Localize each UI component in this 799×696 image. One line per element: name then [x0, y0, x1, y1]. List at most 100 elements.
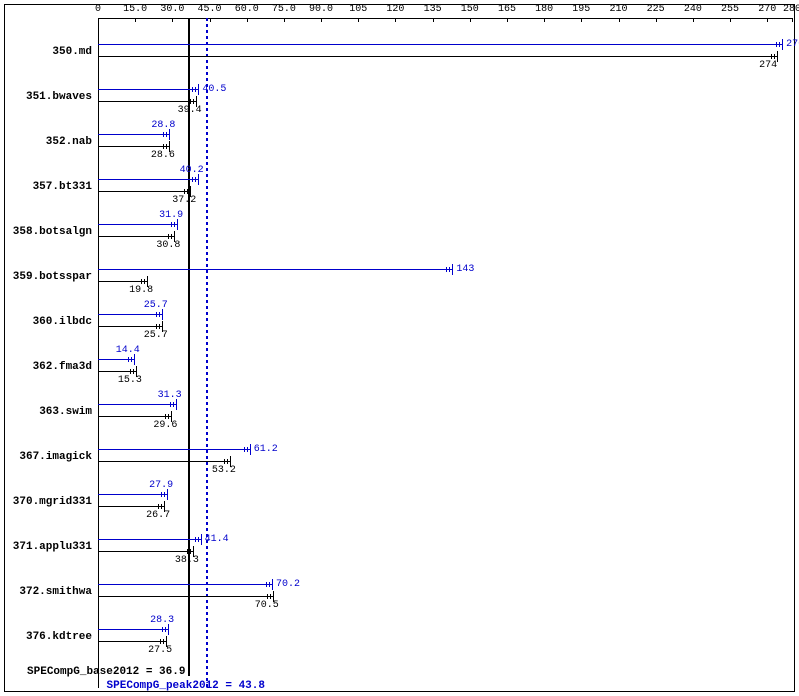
- whisker-tick: [166, 144, 167, 149]
- ref-line-peak-dot: [206, 234, 208, 237]
- benchmark-name: 360.ilbdc: [0, 316, 92, 328]
- benchmark-name: 376.kdtree: [0, 631, 92, 643]
- x-axis-tick: [730, 18, 731, 22]
- benchmark-name: 371.applu331: [0, 541, 92, 553]
- whisker-tick: [170, 402, 171, 407]
- whisker-tick: [163, 144, 164, 149]
- ref-line-peak-dot: [206, 66, 208, 69]
- ref-line-peak-dot: [206, 630, 208, 633]
- ref-line-peak-dot: [206, 492, 208, 495]
- whisker-tick: [771, 54, 772, 59]
- ref-line-peak-dot: [206, 342, 208, 345]
- benchmark-name: 372.smithwa: [0, 586, 92, 598]
- whisker-tick: [162, 627, 163, 632]
- peak-value-label: 28.8: [151, 120, 175, 131]
- x-axis-tick: [172, 18, 173, 22]
- benchmark-name: 358.botsalgn: [0, 226, 92, 238]
- whisker-tick: [187, 549, 188, 554]
- peak-value-label: 276: [786, 39, 799, 50]
- whisker-tick: [174, 222, 175, 227]
- whisker-tick: [198, 537, 199, 542]
- x-axis-tick: [470, 18, 471, 22]
- peak-value-label: 27.9: [149, 480, 173, 491]
- whisker-tick: [163, 132, 164, 137]
- whisker-tick: [171, 234, 172, 239]
- ref-line-peak-dot: [206, 132, 208, 135]
- x-axis-tick: [284, 18, 285, 22]
- ref-line-peak-dot: [206, 186, 208, 189]
- ref-line-peak-dot: [206, 216, 208, 219]
- x-axis-label: 280: [783, 4, 799, 15]
- ref-line-peak-dot: [206, 408, 208, 411]
- whisker-tick: [224, 459, 225, 464]
- ref-line-peak-dot: [206, 270, 208, 273]
- ref-line-peak-dot: [206, 336, 208, 339]
- ref-line-peak-dot: [206, 162, 208, 165]
- base-cap: [777, 51, 778, 62]
- peak-cap: [198, 84, 199, 95]
- whisker-tick: [190, 549, 191, 554]
- ref-line-peak-dot: [206, 648, 208, 651]
- ref-line-peak-dot: [206, 204, 208, 207]
- whisker-tick: [195, 537, 196, 542]
- ref-line-peak-dot: [206, 624, 208, 627]
- whisker-tick: [776, 42, 777, 47]
- ref-line-peak-dot: [206, 456, 208, 459]
- ref-line-peak-dot: [206, 126, 208, 129]
- ref-line-peak-dot: [206, 240, 208, 243]
- ref-line-peak-dot: [206, 444, 208, 447]
- ref-line-peak-dot: [206, 300, 208, 303]
- x-axis-label: 255: [721, 4, 739, 15]
- ref-line-peak-dot: [206, 78, 208, 81]
- base-value-label: 274: [759, 60, 777, 71]
- x-axis-label: 45.0: [198, 4, 222, 15]
- base-value-label: 37.2: [172, 195, 196, 206]
- x-axis-label: 225: [647, 4, 665, 15]
- ref-line-peak-dot: [206, 366, 208, 369]
- x-axis-tick: [792, 18, 793, 22]
- benchmark-name: 359.botsspar: [0, 271, 92, 283]
- base-bar: [98, 641, 166, 642]
- base-value-label: 38.3: [175, 555, 199, 566]
- x-axis-label: 90.0: [309, 4, 333, 15]
- base-bar: [98, 101, 196, 102]
- ref-line-peak-dot: [206, 438, 208, 441]
- ref-line-peak-dot: [206, 96, 208, 99]
- benchmark-name: 351.bwaves: [0, 91, 92, 103]
- x-axis-label: 165: [498, 4, 516, 15]
- whisker-tick: [192, 177, 193, 182]
- ref-line-peak-dot: [206, 360, 208, 363]
- ref-line-peak-dot: [206, 108, 208, 111]
- ref-line-peak-dot: [206, 480, 208, 483]
- ref-line-peak-dot: [206, 660, 208, 663]
- ref-line-peak-dot: [206, 378, 208, 381]
- whisker-tick: [166, 132, 167, 137]
- peak-value-label: 40.2: [180, 165, 204, 176]
- whisker-tick: [168, 234, 169, 239]
- peak-cap: [782, 39, 783, 50]
- base-bar: [98, 506, 164, 507]
- ref-line-peak-dot: [206, 282, 208, 285]
- ref-line-peak-dot: [206, 348, 208, 351]
- whisker-tick: [171, 222, 172, 227]
- ref-line-peak-dot: [206, 516, 208, 519]
- whisker-tick: [774, 54, 775, 59]
- peak-value-label: 14.4: [116, 345, 140, 356]
- benchmark-name: 357.bt331: [0, 181, 92, 193]
- ref-line-peak-dot: [206, 168, 208, 171]
- ref-label-base: SPECompG_base2012 = 36.9: [27, 666, 185, 678]
- peak-bar: [98, 314, 162, 315]
- ref-line-peak-dot: [206, 222, 208, 225]
- base-bar: [98, 236, 174, 237]
- x-axis-tick: [433, 18, 434, 22]
- whisker-tick: [165, 414, 166, 419]
- ref-line-peak-dot: [206, 390, 208, 393]
- benchmark-name: 362.fma3d: [0, 361, 92, 373]
- peak-bar: [98, 494, 167, 495]
- x-axis-label: 15.0: [123, 4, 147, 15]
- peak-bar: [98, 629, 168, 630]
- ref-line-peak-dot: [206, 276, 208, 279]
- peak-value-label: 31.3: [158, 390, 182, 401]
- whisker-tick: [131, 357, 132, 362]
- ref-line-peak-dot: [206, 462, 208, 465]
